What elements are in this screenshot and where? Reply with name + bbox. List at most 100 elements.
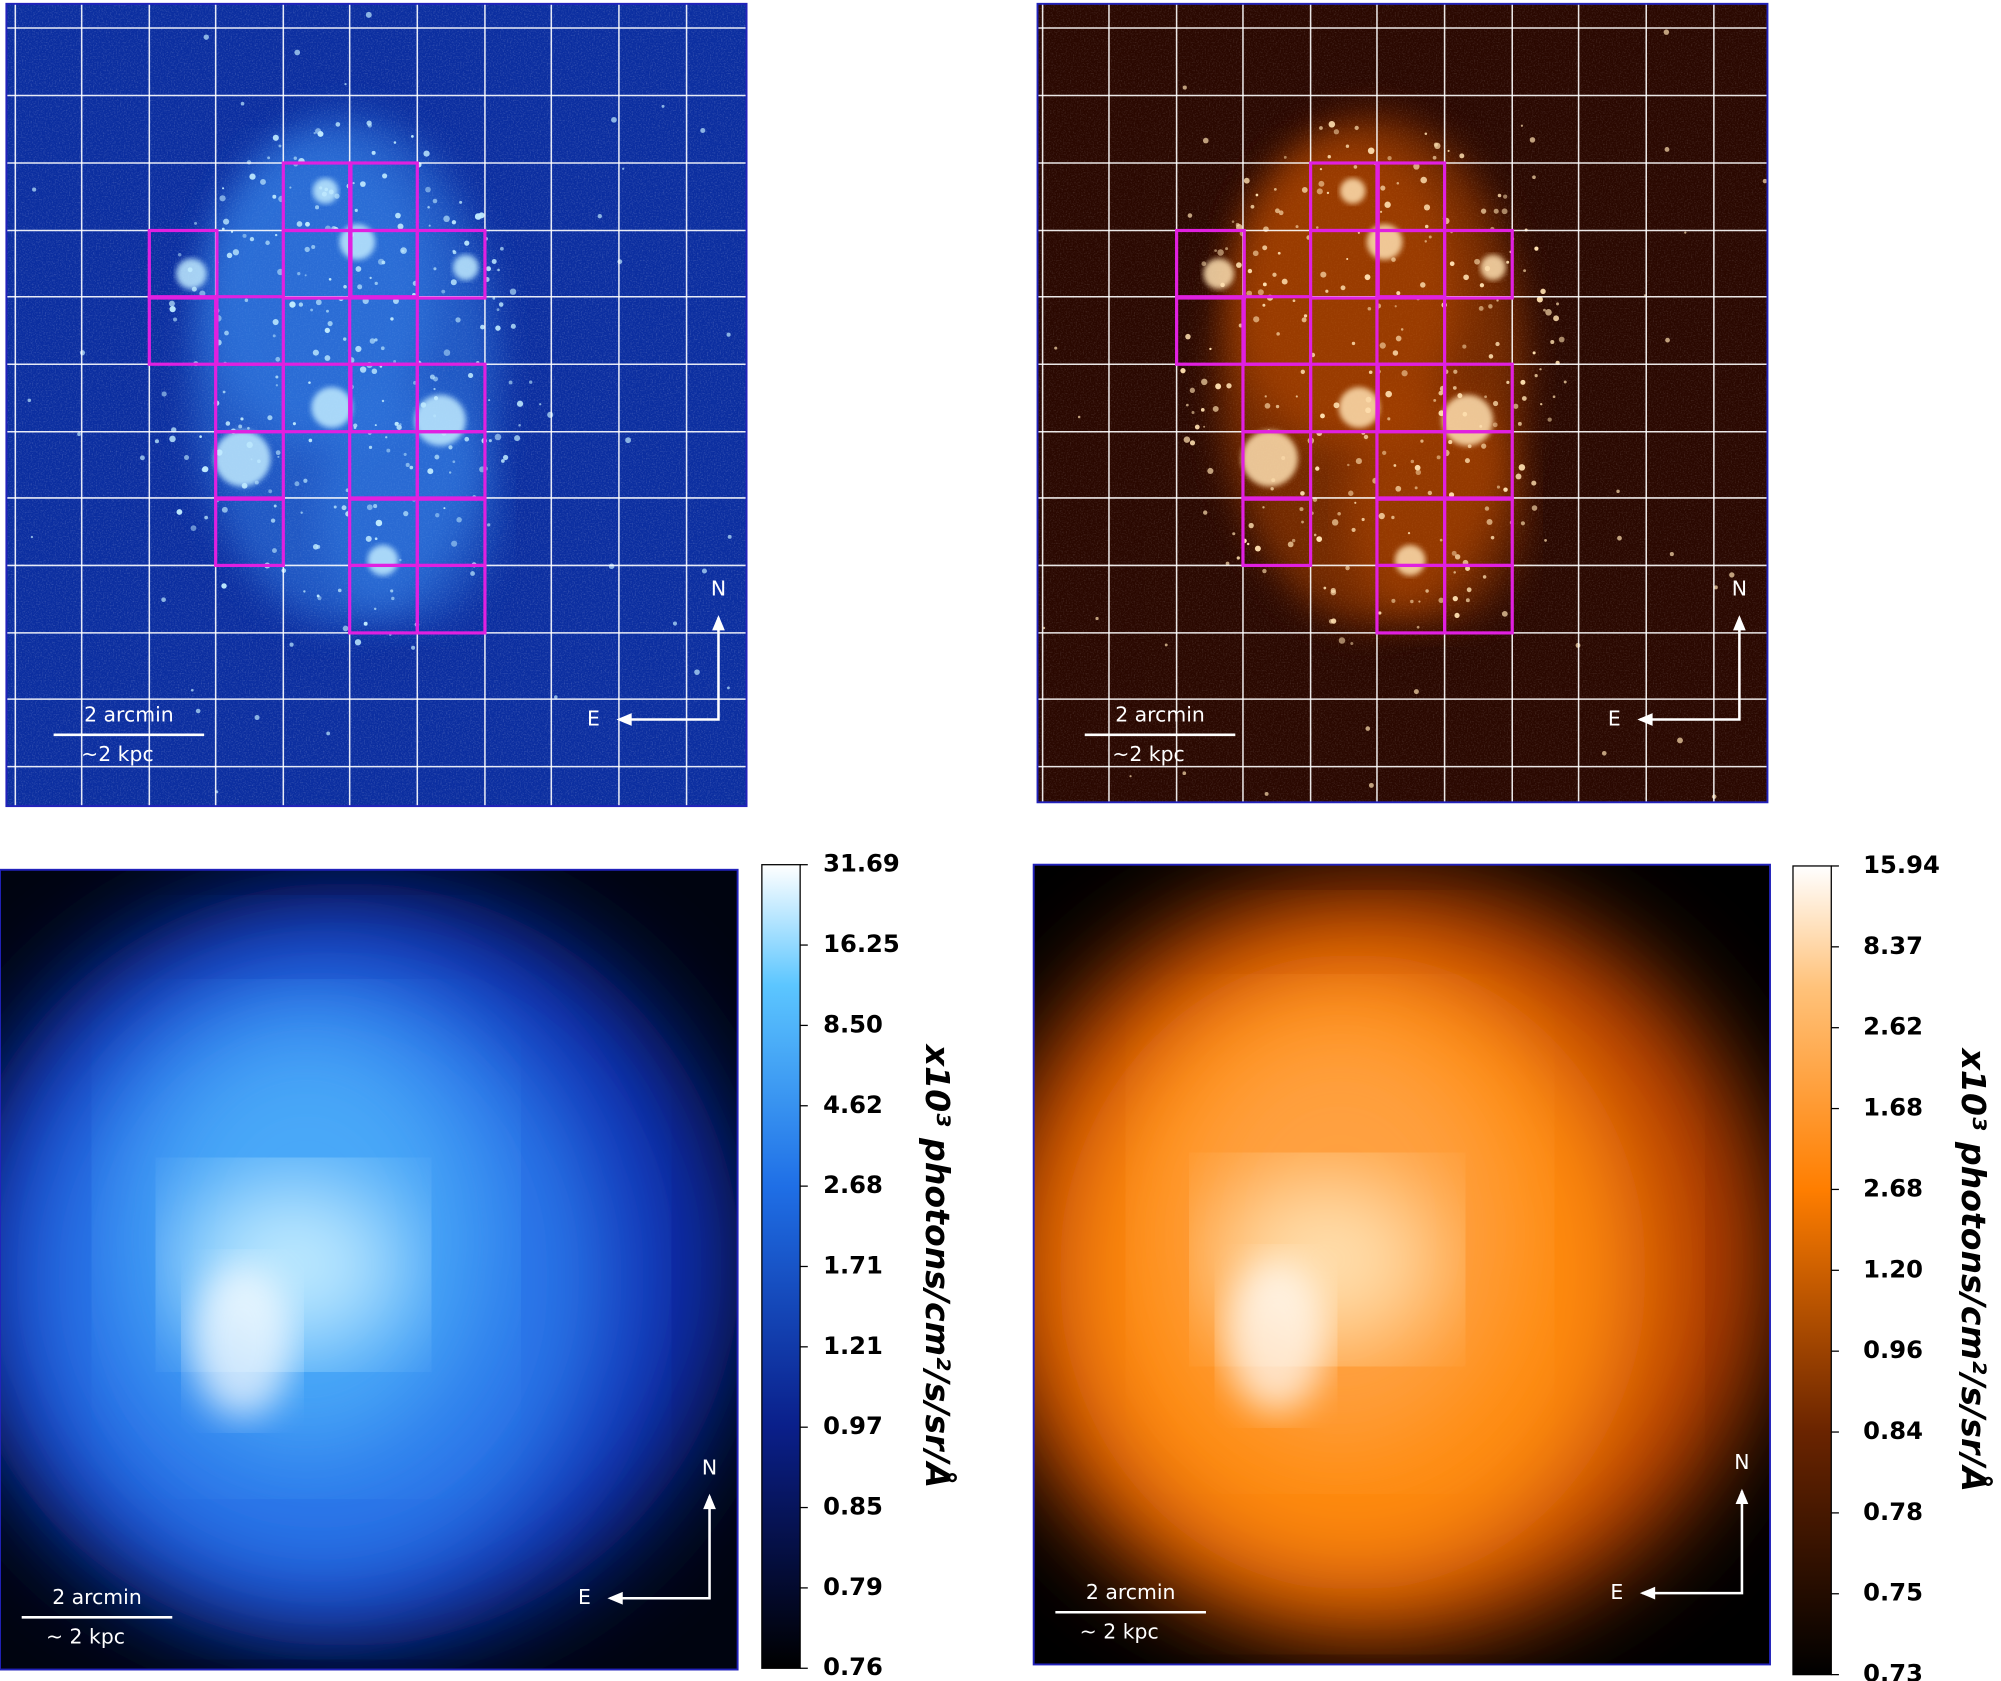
star	[224, 330, 229, 336]
star	[278, 144, 282, 148]
colorbar-tick-label: 8.50	[823, 1010, 883, 1038]
star	[275, 356, 281, 362]
star	[1518, 464, 1526, 471]
star	[1194, 424, 1200, 430]
field-star	[622, 167, 625, 170]
galaxy-glow	[1346, 394, 1525, 625]
star	[161, 391, 167, 397]
star	[443, 349, 451, 356]
star	[368, 445, 373, 449]
star	[267, 415, 273, 421]
star	[1345, 144, 1350, 148]
field-star	[289, 642, 294, 647]
field-star	[1413, 689, 1419, 695]
field-star	[357, 284, 363, 290]
star	[1385, 390, 1392, 398]
star	[1547, 417, 1552, 422]
star	[1357, 231, 1360, 234]
field-star	[1354, 125, 1359, 131]
star	[425, 186, 431, 193]
star	[308, 438, 313, 443]
star	[328, 277, 332, 281]
star	[1448, 492, 1455, 498]
compass-north: N	[1732, 577, 1747, 601]
star	[1520, 521, 1526, 526]
compass-east: E	[1608, 707, 1621, 731]
field-star	[539, 403, 542, 406]
star	[343, 337, 347, 341]
star	[1501, 208, 1508, 215]
star	[1351, 527, 1356, 532]
field-star	[617, 259, 623, 265]
field-star	[373, 607, 377, 611]
star	[498, 302, 504, 307]
star	[1253, 316, 1260, 323]
star	[1345, 565, 1350, 571]
star	[1365, 396, 1372, 403]
star	[1484, 395, 1487, 399]
star	[393, 141, 397, 144]
panel-border	[0, 868, 739, 1671]
star	[1452, 595, 1458, 602]
star	[1515, 473, 1522, 480]
field-star	[32, 187, 37, 192]
galaxy-glow	[1231, 140, 1462, 446]
star	[451, 540, 458, 547]
star	[1250, 204, 1255, 209]
galaxy-glow	[319, 394, 498, 625]
star	[1380, 210, 1383, 213]
field-star	[1729, 572, 1735, 578]
star	[168, 300, 175, 307]
star	[467, 372, 474, 379]
colorbar-label: x10³ photons/cm²/s/sr/Å	[1954, 1047, 1994, 1492]
star	[405, 462, 410, 467]
star	[501, 459, 505, 463]
star	[1262, 282, 1267, 287]
star	[1474, 258, 1480, 265]
field-star	[254, 715, 260, 721]
star	[1392, 350, 1399, 356]
star	[272, 334, 276, 338]
star	[319, 186, 323, 190]
star	[514, 435, 521, 442]
star	[242, 233, 247, 238]
field-star	[365, 11, 372, 18]
star	[427, 468, 434, 475]
star	[1277, 251, 1281, 255]
star	[1447, 149, 1450, 152]
star	[310, 308, 314, 312]
star	[1262, 568, 1267, 574]
star	[1281, 278, 1288, 285]
star	[1220, 282, 1225, 288]
field-star	[1684, 231, 1687, 234]
star-forming-region	[1394, 545, 1426, 576]
star	[1449, 261, 1455, 267]
star	[1384, 201, 1391, 208]
star	[1393, 464, 1397, 467]
panel-border	[1032, 863, 1771, 1666]
star	[1214, 249, 1217, 252]
star	[1275, 404, 1280, 409]
star	[508, 380, 513, 385]
star	[223, 218, 230, 225]
star	[1540, 288, 1546, 295]
star	[432, 198, 438, 204]
star	[1396, 181, 1400, 185]
star	[353, 423, 358, 428]
field-star	[326, 731, 331, 736]
field-star	[1616, 489, 1620, 494]
star	[1438, 410, 1445, 417]
field-star	[727, 686, 730, 690]
field-star	[1420, 439, 1424, 443]
star	[420, 402, 427, 408]
star	[1534, 246, 1539, 251]
star	[1295, 395, 1298, 398]
field-star	[1262, 506, 1265, 509]
star-forming-region	[1442, 394, 1494, 446]
star	[394, 421, 399, 426]
star	[226, 252, 233, 259]
field-star	[611, 116, 617, 123]
star	[1459, 153, 1465, 159]
star	[1536, 296, 1543, 303]
star	[274, 233, 278, 237]
